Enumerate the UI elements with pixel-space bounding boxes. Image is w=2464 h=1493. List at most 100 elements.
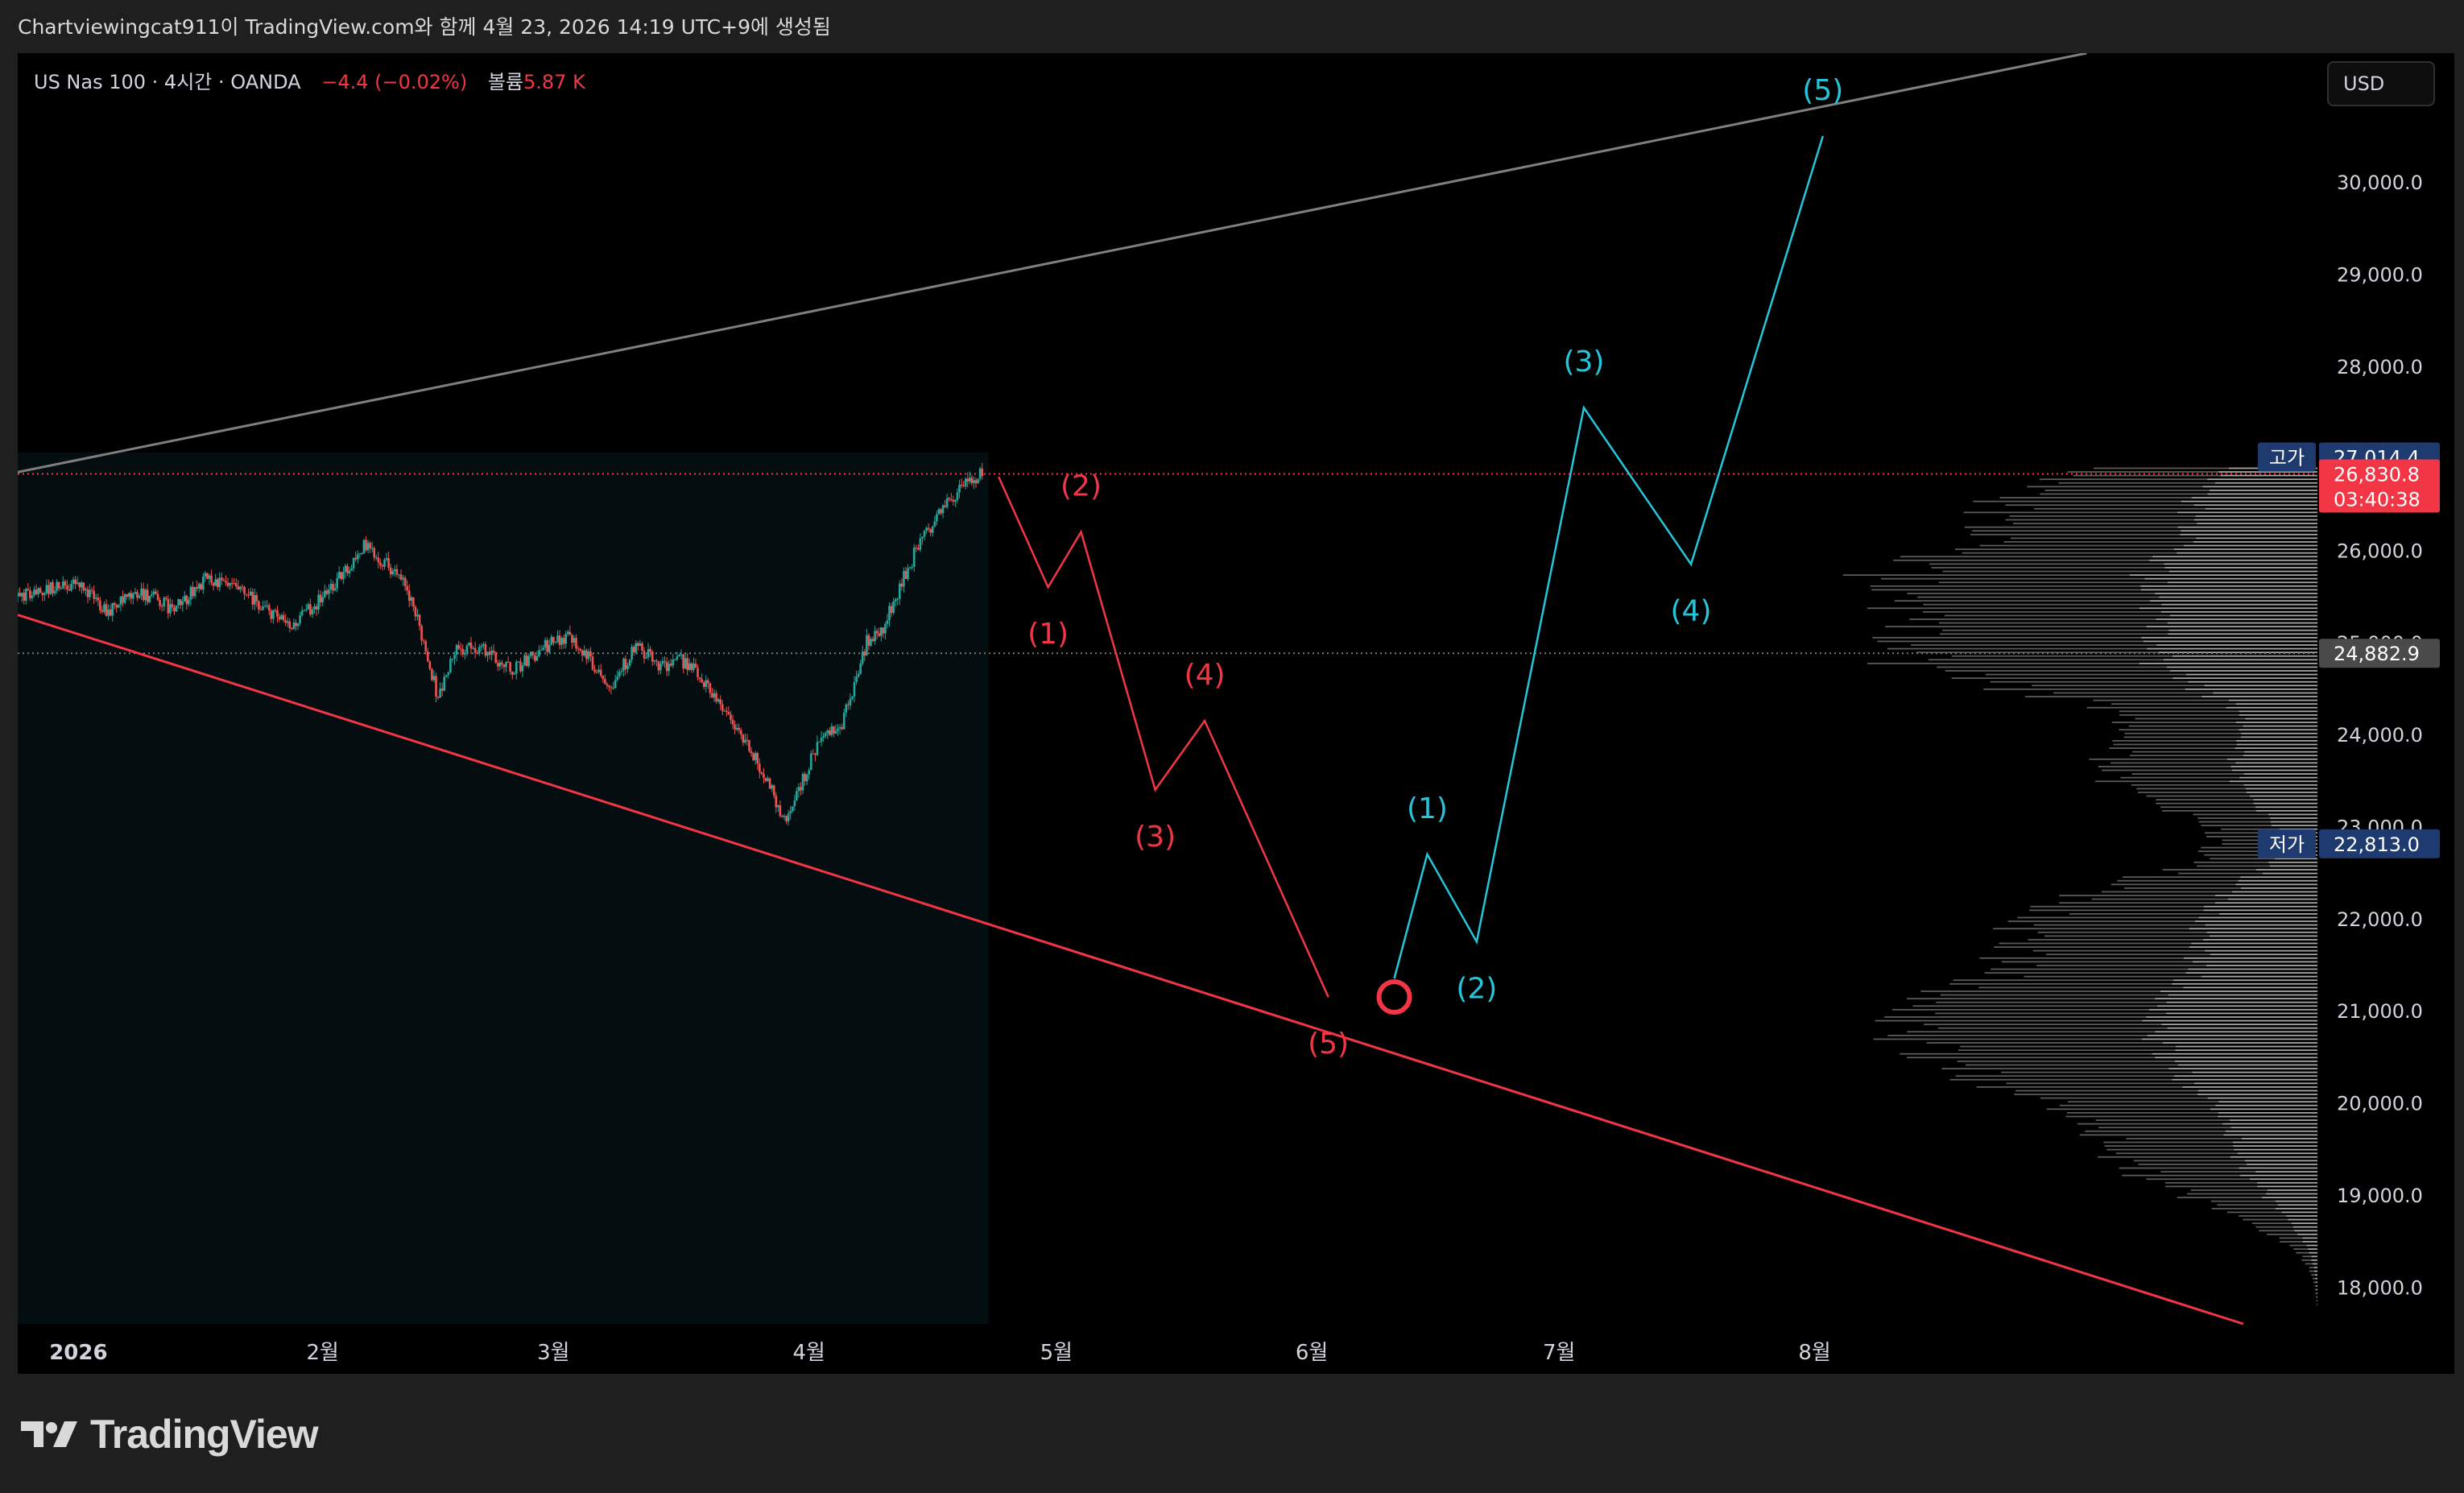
candle: [684, 658, 687, 669]
candle: [337, 572, 341, 578]
candle: [391, 571, 395, 575]
volume-profile-bar: [2293, 1248, 2309, 1251]
volume-profile-bar: [2168, 1068, 2317, 1069]
volume-profile-bar: [1990, 680, 2189, 683]
volume-profile-bar: [2231, 769, 2317, 771]
blue-wave-path[interactable]: [1393, 135, 1825, 979]
volume-profile-bar: [2238, 879, 2317, 882]
symbol-legend[interactable]: US Nas 100 · 4시간 · OANDA −4.4 (−0.02%) 볼…: [34, 66, 585, 94]
candle: [834, 730, 837, 734]
volume-profile-bar: [2209, 935, 2317, 937]
chart-area[interactable]: (1) (2) (3) (4) (5) (1) (2) (3) (4) (5) 18,000.0 1…: [18, 53, 2454, 1374]
volume-profile-bar: [2241, 732, 2317, 734]
candle: [358, 553, 362, 555]
candle: [970, 478, 974, 484]
volume-profile-bar: [2202, 939, 2317, 941]
candle: [871, 639, 874, 642]
candle: [225, 581, 227, 583]
volume-profile-bar: [1926, 1042, 2163, 1044]
volume-profile-bar: [1973, 500, 2181, 502]
volume-profile-bar: [1912, 1005, 2158, 1007]
candle: [599, 669, 602, 676]
volume-profile-bar: [1906, 1057, 2156, 1059]
y-axis-tick-label: 24,000.0: [2337, 724, 2423, 746]
volume-profile-bar: [2236, 722, 2317, 723]
volume-profile-bar: [2236, 743, 2317, 746]
candle: [589, 651, 592, 657]
candle: [138, 595, 141, 598]
volume-profile-bar: [2152, 556, 2317, 558]
currency-button[interactable]: USD: [2327, 61, 2435, 106]
volume-profile-bar: [2204, 854, 2273, 856]
volume-profile-bar: [2306, 1244, 2317, 1247]
gray-price-box: [2319, 639, 2440, 668]
candle: [370, 548, 374, 549]
candle: [449, 659, 452, 672]
volume-profile-bar: [1979, 957, 2184, 959]
volume-profile-bar: [2172, 1078, 2317, 1081]
candle: [672, 660, 675, 666]
volume-profile-bar: [2230, 1127, 2317, 1129]
candle: [352, 557, 355, 569]
candle: [130, 593, 133, 599]
candle: [564, 634, 568, 644]
volume-profile-bar: [1955, 1075, 2175, 1077]
volume-profile-bar: [2007, 920, 2195, 922]
volume-profile-bar: [2313, 1281, 2317, 1284]
y-axis-tick-label: 21,000.0: [2337, 1000, 2423, 1023]
candle: [884, 624, 887, 634]
volume-profile-bar: [2177, 526, 2317, 528]
symbol-title[interactable]: US Nas 100 · 4시간 · OANDA: [34, 71, 301, 93]
candle: [278, 616, 281, 620]
volume-profile-bar: [2286, 1215, 2317, 1217]
volume-profile-bar: [1984, 972, 2186, 974]
candle: [758, 763, 761, 772]
candle: [531, 651, 535, 656]
volume-profile-bar: [2146, 1178, 2250, 1181]
volume-profile-bar: [2160, 1171, 2255, 1172]
gray-price-value: 24,882.9: [2334, 643, 2420, 665]
candle: [29, 589, 31, 598]
volume-profile-bar: [2270, 817, 2317, 819]
volume-profile-bar: [2194, 1082, 2317, 1085]
volume-profile-bar: [2268, 813, 2317, 816]
volume-value: 5.87 K: [523, 71, 585, 93]
target-circle-marker[interactable]: [1376, 979, 1412, 1015]
candle: [472, 647, 474, 649]
volume-profile-bar: [2166, 1012, 2317, 1015]
candle: [775, 795, 778, 808]
candle: [527, 656, 530, 666]
upper-trendline[interactable]: [18, 53, 2087, 474]
logo-text: TradingView: [90, 1412, 319, 1457]
volume-profile-bar: [2143, 640, 2317, 643]
volume-profile-bar: [2268, 861, 2317, 863]
volume-profile-bar: [2213, 692, 2317, 694]
candle: [432, 676, 436, 680]
candle: [39, 588, 42, 593]
candle: [395, 569, 399, 575]
candle: [132, 593, 134, 599]
volume-profile-bar: [2155, 998, 2317, 999]
lower-trendline[interactable]: [18, 614, 2244, 1326]
volume-profile-bar: [2244, 1160, 2317, 1162]
volume-profile-bar: [2292, 1226, 2317, 1228]
candle: [573, 638, 576, 643]
volume-profile-bar: [2228, 699, 2317, 701]
volume-profile-bar: [2079, 1134, 2224, 1136]
volume-profile-bar: [2222, 1123, 2317, 1125]
candle: [262, 606, 264, 610]
candle: [206, 573, 209, 579]
volume-profile-bar: [2156, 644, 2317, 646]
volume-profile-bar: [2225, 1130, 2317, 1132]
candle: [814, 753, 817, 755]
price-chart[interactable]: (1) (2) (3) (4) (5) (1) (2) (3) (4) (5) 18,000.0 1…: [18, 53, 2454, 1374]
volume-profile-bar: [2110, 762, 2236, 764]
candle: [628, 660, 631, 666]
red-wave-path[interactable]: [998, 476, 1329, 998]
volume-profile-bar: [1875, 1019, 2143, 1022]
candle: [68, 589, 71, 591]
tradingview-logo[interactable]: TradingView: [21, 1411, 319, 1458]
volume-profile-bar: [2297, 1233, 2317, 1235]
volume-profile-bar: [2180, 533, 2317, 536]
candle: [597, 669, 600, 672]
